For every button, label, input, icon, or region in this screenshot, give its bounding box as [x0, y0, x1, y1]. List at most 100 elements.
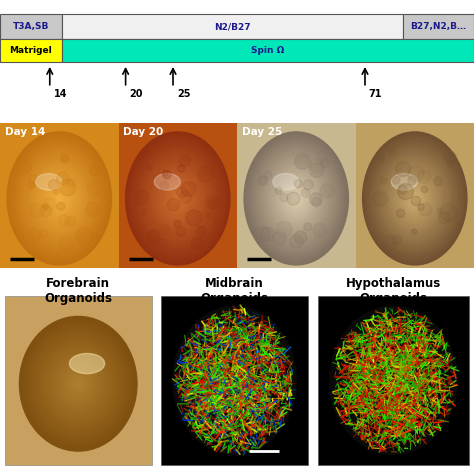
Ellipse shape [27, 325, 130, 443]
Ellipse shape [270, 165, 322, 232]
Ellipse shape [43, 343, 113, 424]
Ellipse shape [50, 351, 107, 416]
Ellipse shape [145, 156, 211, 240]
Circle shape [280, 193, 288, 201]
Circle shape [160, 181, 169, 190]
Circle shape [160, 225, 170, 235]
Ellipse shape [410, 192, 420, 205]
Circle shape [177, 187, 187, 198]
Circle shape [65, 216, 76, 227]
Ellipse shape [131, 138, 225, 258]
Circle shape [89, 165, 100, 176]
Ellipse shape [289, 190, 303, 207]
Circle shape [294, 180, 302, 188]
Ellipse shape [387, 163, 443, 234]
Ellipse shape [279, 176, 314, 220]
Circle shape [163, 171, 171, 179]
Ellipse shape [46, 346, 111, 421]
Ellipse shape [143, 154, 212, 243]
Circle shape [17, 160, 31, 174]
Text: T3A,SB: T3A,SB [13, 22, 49, 31]
Ellipse shape [284, 183, 309, 214]
Ellipse shape [36, 173, 62, 190]
Circle shape [134, 190, 149, 205]
Ellipse shape [404, 185, 425, 212]
Circle shape [396, 209, 405, 218]
Circle shape [310, 163, 324, 177]
Ellipse shape [69, 354, 105, 374]
Circle shape [438, 208, 443, 214]
Ellipse shape [294, 196, 298, 201]
Ellipse shape [133, 141, 223, 256]
Circle shape [438, 212, 450, 224]
Circle shape [147, 165, 152, 171]
Ellipse shape [376, 150, 453, 247]
Ellipse shape [40, 174, 78, 223]
Text: 20: 20 [129, 89, 143, 99]
Circle shape [312, 198, 321, 207]
Ellipse shape [36, 335, 120, 432]
Bar [161, 296, 308, 465]
Circle shape [411, 196, 420, 206]
Circle shape [141, 149, 150, 158]
Circle shape [444, 152, 456, 164]
Circle shape [54, 190, 58, 194]
Circle shape [178, 165, 185, 172]
Circle shape [399, 185, 407, 194]
Ellipse shape [59, 362, 97, 405]
Circle shape [43, 204, 49, 209]
Ellipse shape [26, 156, 92, 240]
Ellipse shape [244, 132, 348, 265]
Circle shape [206, 195, 221, 210]
Bar [0, 123, 118, 268]
Ellipse shape [31, 330, 125, 438]
Ellipse shape [174, 194, 181, 203]
Ellipse shape [34, 333, 123, 435]
Ellipse shape [283, 181, 310, 216]
Ellipse shape [129, 137, 227, 261]
Circle shape [418, 170, 431, 183]
Ellipse shape [35, 167, 83, 229]
Circle shape [141, 209, 147, 215]
Ellipse shape [47, 183, 72, 214]
Circle shape [28, 174, 36, 182]
Ellipse shape [286, 185, 307, 212]
Ellipse shape [23, 152, 96, 245]
Circle shape [408, 165, 424, 182]
Circle shape [258, 176, 267, 185]
Circle shape [179, 155, 191, 166]
Circle shape [290, 235, 303, 248]
Ellipse shape [29, 327, 128, 440]
Circle shape [320, 184, 334, 198]
Ellipse shape [155, 170, 201, 227]
Ellipse shape [370, 141, 460, 256]
Ellipse shape [255, 145, 338, 252]
Ellipse shape [268, 163, 324, 234]
Ellipse shape [139, 150, 216, 247]
Ellipse shape [19, 317, 137, 451]
Circle shape [434, 177, 442, 186]
Ellipse shape [152, 165, 204, 232]
Circle shape [68, 179, 75, 186]
Ellipse shape [54, 192, 64, 205]
Circle shape [163, 170, 168, 175]
Ellipse shape [389, 165, 441, 232]
Circle shape [408, 176, 417, 185]
Ellipse shape [247, 137, 345, 261]
Circle shape [396, 162, 410, 176]
Ellipse shape [262, 154, 331, 243]
Ellipse shape [66, 370, 90, 397]
Circle shape [75, 228, 92, 245]
Circle shape [176, 227, 185, 237]
Circle shape [30, 203, 45, 218]
Ellipse shape [265, 158, 328, 238]
Ellipse shape [49, 185, 70, 212]
Ellipse shape [73, 378, 83, 389]
Text: Forebrain
Organoids: Forebrain Organoids [44, 277, 112, 305]
Ellipse shape [155, 173, 180, 190]
Ellipse shape [171, 190, 185, 207]
Ellipse shape [375, 147, 455, 249]
Circle shape [272, 232, 286, 246]
Text: Hypothalamus
Organoids: Hypothalamus Organoids [346, 277, 441, 305]
Ellipse shape [138, 147, 218, 249]
